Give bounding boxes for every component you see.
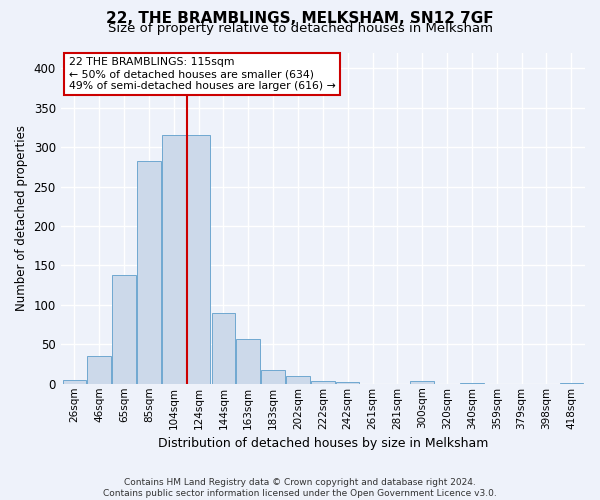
Bar: [137, 160, 161, 384]
Bar: [112, 275, 136, 384]
Text: 22 THE BRAMBLINGS: 115sqm
← 50% of detached houses are smaller (634)
49% of semi: 22 THE BRAMBLINGS: 115sqm ← 50% of detac…: [68, 58, 335, 90]
Bar: [262, 370, 285, 384]
Bar: [187, 136, 211, 384]
Bar: [460, 383, 484, 384]
Bar: [162, 136, 185, 384]
Y-axis label: Number of detached properties: Number of detached properties: [15, 125, 28, 311]
Bar: [286, 376, 310, 384]
Text: Contains HM Land Registry data © Crown copyright and database right 2024.
Contai: Contains HM Land Registry data © Crown c…: [103, 478, 497, 498]
Bar: [88, 356, 111, 384]
Bar: [236, 339, 260, 384]
Bar: [62, 380, 86, 384]
Bar: [336, 382, 359, 384]
Text: Size of property relative to detached houses in Melksham: Size of property relative to detached ho…: [107, 22, 493, 35]
Text: 22, THE BRAMBLINGS, MELKSHAM, SN12 7GF: 22, THE BRAMBLINGS, MELKSHAM, SN12 7GF: [106, 11, 494, 26]
X-axis label: Distribution of detached houses by size in Melksham: Distribution of detached houses by size …: [158, 437, 488, 450]
Bar: [311, 380, 335, 384]
Bar: [560, 383, 583, 384]
Bar: [212, 313, 235, 384]
Bar: [410, 382, 434, 384]
